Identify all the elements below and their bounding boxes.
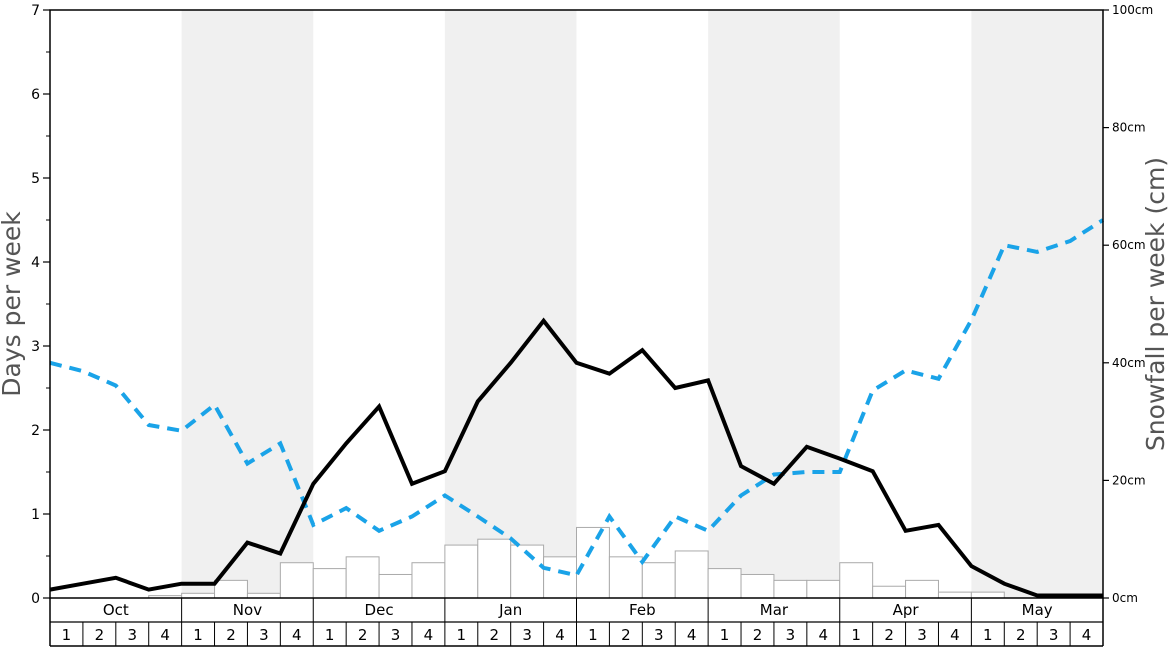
right-tick-label: 100cm <box>1112 3 1153 17</box>
month-label: Oct <box>103 601 129 619</box>
right-tick-label: 20cm <box>1112 473 1146 487</box>
solid-line-series <box>49 317 1103 598</box>
month-shading <box>181 10 1103 598</box>
left-tick-label: 7 <box>31 3 40 19</box>
month-label: Jan <box>498 601 522 619</box>
week-label: 3 <box>654 626 664 644</box>
week-label: 4 <box>555 626 565 644</box>
week-label: 1 <box>193 626 203 644</box>
snowfall-bar <box>773 579 808 599</box>
left-tick-label: 1 <box>31 507 40 523</box>
month-shade-jan <box>444 10 577 598</box>
month-shade-may <box>971 10 1103 598</box>
right-tick-label: 0cm <box>1112 591 1138 605</box>
snowfall-bars <box>148 526 1005 599</box>
left-tick-label: 2 <box>31 423 40 439</box>
month-label: May <box>1022 601 1053 619</box>
right-axis-title: Snowfall per week (cm) <box>1141 157 1168 451</box>
month-label: Dec <box>365 601 394 619</box>
week-label: 1 <box>720 626 730 644</box>
snowfall-bar <box>378 573 413 599</box>
snowfall-bar <box>905 579 939 599</box>
right-axis: 0cm 20cm 40cm 60cm 80cm 100cm <box>1103 3 1153 605</box>
week-label: 1 <box>588 626 598 644</box>
week-label: 4 <box>160 626 170 644</box>
week-label: 4 <box>819 626 829 644</box>
right-tick-label: 60cm <box>1112 238 1146 252</box>
snowfall-bar <box>345 556 380 599</box>
week-label: 1 <box>325 626 335 644</box>
week-label: 3 <box>917 626 927 644</box>
week-axis: 1 2 3 4 1 2 3 4 1 2 3 4 1 2 3 4 1 2 3 4 1 2 3 4 1 2 3 4 1 2 3 4 <box>62 622 1092 646</box>
left-tick-label: 3 <box>31 339 40 355</box>
week-label: 1 <box>62 626 72 644</box>
month-label: Nov <box>233 601 262 619</box>
week-label: 4 <box>1082 626 1092 644</box>
snowfall-bar <box>477 538 512 599</box>
left-axis: 0 1 2 3 4 5 6 7 <box>31 3 50 607</box>
snowfall-bar <box>937 591 972 599</box>
month-label: Apr <box>893 601 920 619</box>
snowfall-bar <box>839 562 874 599</box>
week-label: 4 <box>687 626 697 644</box>
snowfall-bar <box>970 591 1005 599</box>
week-label: 2 <box>621 626 631 644</box>
snowfall-bar <box>543 556 577 599</box>
week-label: 4 <box>292 626 302 644</box>
left-tick-label: 6 <box>31 87 40 103</box>
week-label: 2 <box>226 626 236 644</box>
week-label: 2 <box>753 626 763 644</box>
snowfall-bar <box>411 562 446 599</box>
snowfall-bar <box>707 568 742 599</box>
week-label: 2 <box>95 626 105 644</box>
week-label: 4 <box>424 626 434 644</box>
month-shade-mar <box>708 10 840 598</box>
snowfall-bar <box>312 568 347 599</box>
month-shade-nov <box>181 10 314 598</box>
month-label: Mar <box>760 601 789 619</box>
left-tick-label: 5 <box>31 171 40 187</box>
right-tick-label: 80cm <box>1112 121 1146 135</box>
snowfall-bar <box>641 562 676 599</box>
week-label: 2 <box>884 626 894 644</box>
week-label: 2 <box>1016 626 1026 644</box>
week-label: 3 <box>786 626 796 644</box>
week-label: 3 <box>522 626 532 644</box>
month-label: Feb <box>629 601 656 619</box>
week-label: 3 <box>127 626 137 644</box>
left-axis-title: Days per week <box>0 211 26 397</box>
snowfall-bar <box>740 573 775 599</box>
week-label: 3 <box>391 626 401 644</box>
left-tick-label: 0 <box>31 591 40 607</box>
snowfall-bar <box>279 562 314 599</box>
week-label: 3 <box>259 626 269 644</box>
snowfall-bar <box>674 550 709 599</box>
line-series <box>49 218 1105 598</box>
week-label: 4 <box>950 626 960 644</box>
week-label: 2 <box>358 626 368 644</box>
right-tick-label: 40cm <box>1112 356 1146 370</box>
week-label: 1 <box>983 626 993 644</box>
left-tick-label: 4 <box>31 255 40 271</box>
snowfall-bar <box>806 579 841 599</box>
week-label: 2 <box>489 626 499 644</box>
week-label: 3 <box>1049 626 1059 644</box>
week-label: 1 <box>851 626 861 644</box>
snowfall-bar <box>214 579 248 599</box>
snowfall-bar <box>872 585 907 599</box>
snowfall-bar <box>510 544 545 599</box>
snowfall-bar <box>608 556 643 599</box>
snowfall-bar <box>444 544 479 599</box>
snowfall-bar <box>576 526 610 599</box>
week-label: 1 <box>457 626 467 644</box>
